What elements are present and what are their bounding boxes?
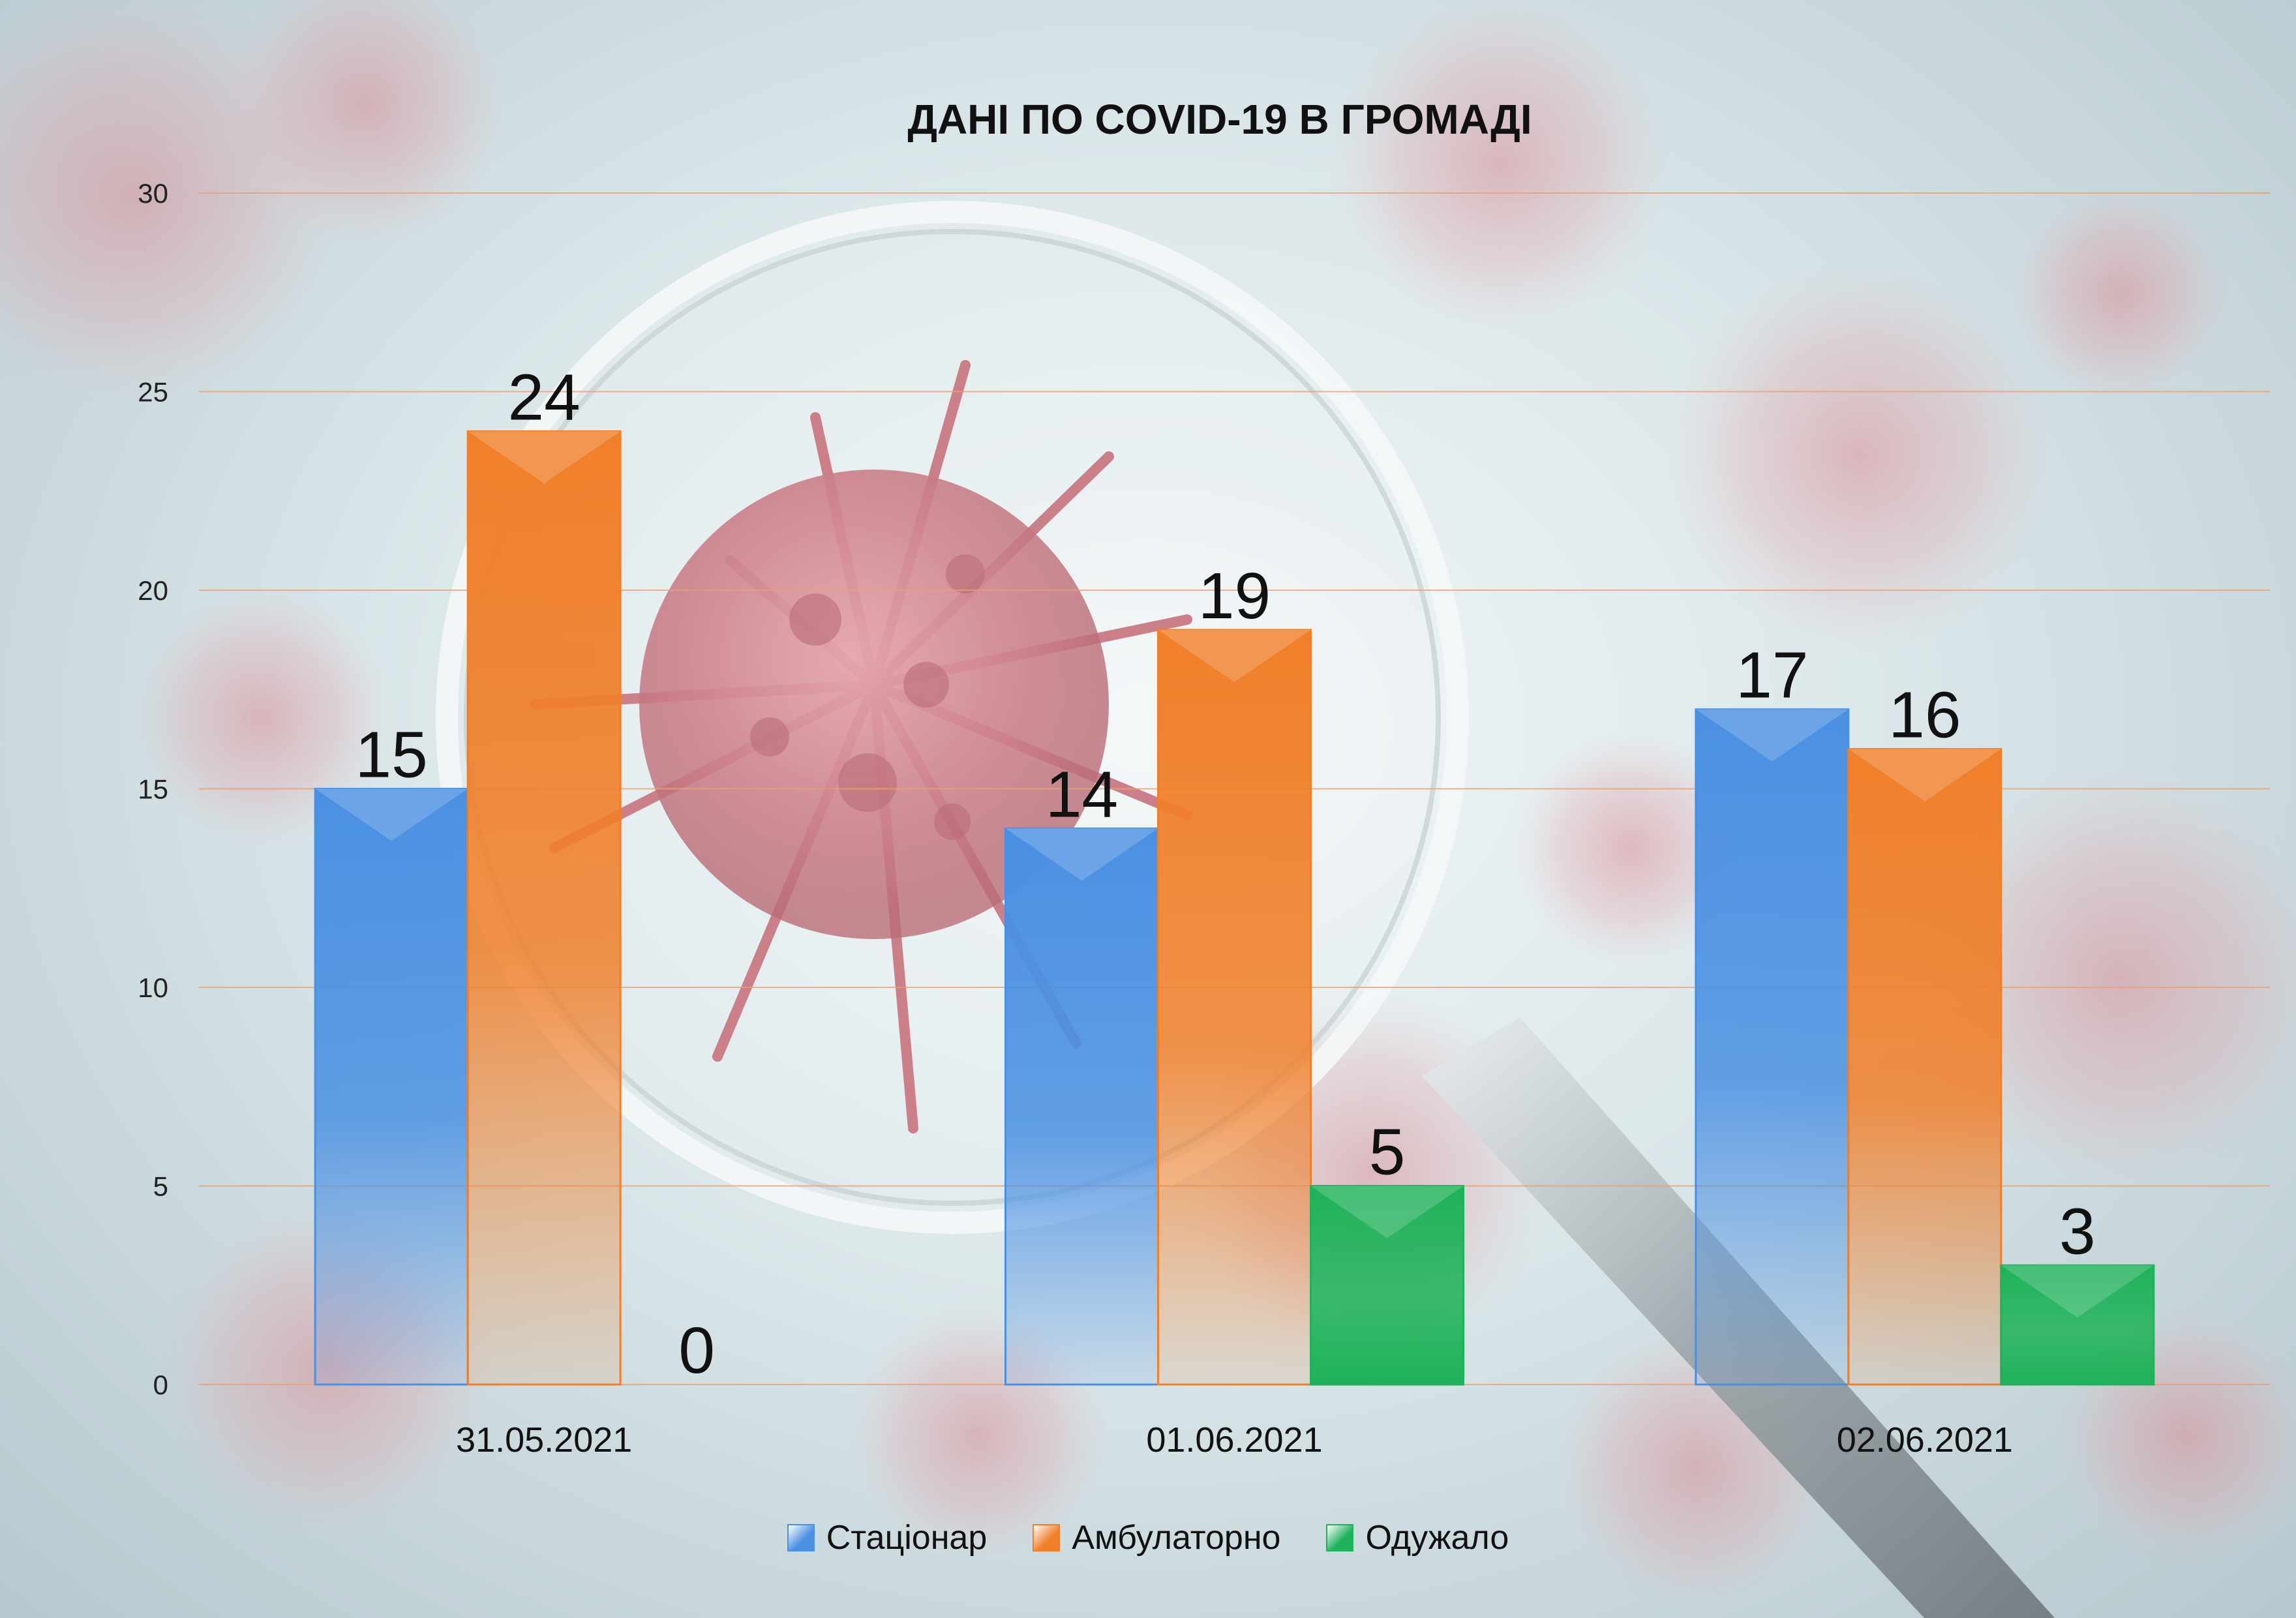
bar-Амбулаторно	[1847, 748, 2002, 1386]
bar-Одужало	[2000, 1264, 2155, 1386]
legend-item: Стаціонар	[787, 1518, 988, 1557]
x-category-label: 31.05.2021	[456, 1420, 632, 1460]
y-tick-label: 20	[138, 575, 168, 606]
y-tick-label: 5	[153, 1171, 168, 1202]
bar-Стаціонар	[314, 788, 469, 1386]
legend-label: Стаціонар	[826, 1519, 988, 1557]
y-tick-label: 15	[138, 774, 168, 805]
bar-bevel-highlight	[1005, 828, 1158, 881]
y-tick-label: 25	[138, 377, 168, 408]
bar-bevel-highlight	[1695, 709, 1849, 762]
bar-Амбулаторно	[1157, 629, 1312, 1386]
data-label: 17	[1736, 639, 1808, 712]
x-category-label: 02.06.2021	[1837, 1420, 2013, 1460]
legend-swatch	[787, 1524, 815, 1551]
bar-bevel-highlight	[468, 431, 621, 484]
bar-Стаціонар	[1004, 827, 1159, 1386]
data-label: 16	[1888, 679, 1961, 752]
data-label: 14	[1046, 758, 1118, 831]
y-tick-label: 30	[138, 178, 168, 209]
legend-item: Одужало	[1326, 1518, 1509, 1557]
bar-bevel-highlight	[1158, 629, 1311, 682]
bar-Одужало	[1310, 1185, 1464, 1386]
x-category-label: 01.06.2021	[1146, 1420, 1322, 1460]
legend-item: Амбулаторно	[1033, 1518, 1280, 1557]
legend-label: Амбулаторно	[1072, 1519, 1281, 1557]
data-label: 5	[1369, 1116, 1406, 1189]
data-label: 24	[508, 361, 581, 434]
bar-bevel-highlight	[315, 788, 468, 841]
data-label: 19	[1198, 560, 1271, 633]
data-label: 0	[678, 1314, 715, 1387]
bar-Амбулаторно	[466, 430, 622, 1386]
y-tick-label: 0	[153, 1370, 168, 1400]
chart-legend: Стаціонар Амбулаторно Одужало	[0, 1512, 2296, 1564]
legend-swatch	[1033, 1524, 1061, 1551]
data-label: 3	[2059, 1195, 2096, 1268]
data-label: 15	[355, 719, 428, 792]
chart-title: ДАНІ ПО COVID-19 В ГРОМАДІ	[907, 96, 1532, 143]
bar-bevel-highlight	[1310, 1186, 1464, 1238]
bar-bevel-highlight	[2001, 1265, 2154, 1318]
y-tick-label: 10	[138, 972, 168, 1003]
bar-Стаціонар	[1695, 708, 1850, 1386]
legend-swatch	[1326, 1524, 1354, 1551]
legend-label: Одужало	[1365, 1519, 1509, 1557]
bar-bevel-highlight	[1848, 749, 2001, 802]
